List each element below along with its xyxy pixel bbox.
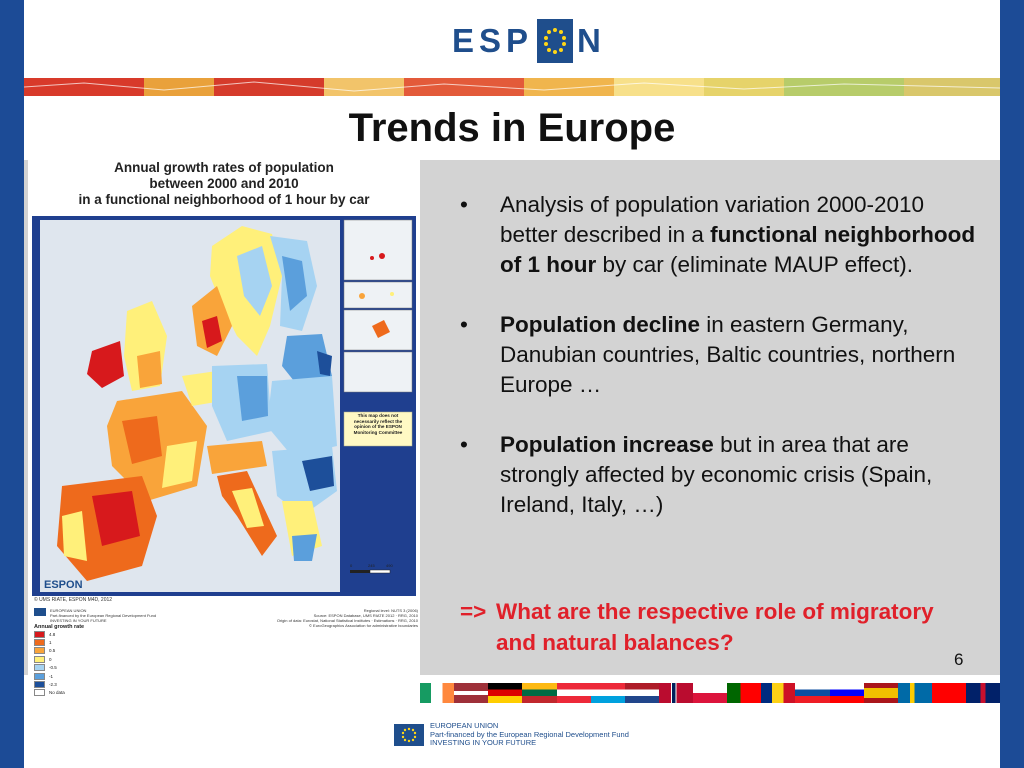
flag-austria-icon: [556, 683, 591, 703]
flag-poland-icon: [693, 683, 728, 703]
map-eu-note: EUROPEAN UNION Part-financed by the Euro…: [34, 608, 156, 623]
bullet-text-bold: Population decline: [500, 312, 701, 337]
map-title-line3: in a functional neighborhood of 1 hour b…: [78, 192, 370, 207]
map-eu-line1: EUROPEAN UNION: [50, 608, 87, 613]
flag-lithuania-icon: [522, 683, 557, 703]
legend-item: 1: [34, 638, 84, 647]
legend-swatch: [34, 664, 45, 672]
legend-item: -1: [34, 672, 84, 680]
legend-label: -1: [49, 673, 54, 679]
legend-swatch: [34, 672, 45, 680]
flag-switzerland-icon: [931, 683, 966, 703]
map-eu-line3: INVESTING IN YOUR FUTURE: [50, 618, 107, 623]
legend-swatch: [34, 630, 45, 638]
flag-strip: [420, 683, 1000, 703]
map-credit: © UMS RIATE, ESPON M4D, 2012: [34, 597, 113, 603]
legend-swatch: [34, 647, 45, 655]
slide: ESP N: [24, 0, 1000, 768]
bullet-item: • Analysis of population variation 2000-…: [460, 190, 980, 280]
legend-title: Annual growth rate: [34, 624, 85, 630]
europe-growth-map: This map does not necessarily reflect th…: [32, 216, 416, 596]
bullet-icon: •: [460, 192, 468, 217]
legend-label: 4.8: [49, 631, 56, 637]
map-source-line1: Regional level: NUTS 3 (2006): [363, 608, 418, 613]
legend-label: -2.3: [49, 682, 57, 688]
bullet-text-post: by car (eliminate MAUP effect).: [596, 252, 914, 277]
scale-label-1: 245: [368, 563, 375, 568]
bullet-text-bold: functional neighborhood of 1 hour: [500, 222, 976, 277]
legend-label: 1: [49, 640, 52, 646]
map-source: Regional level: NUTS 3 (2006) Source: ES…: [258, 608, 418, 628]
flag-latvia-icon: [454, 683, 489, 703]
flag-netherlands-icon: [624, 683, 659, 703]
logo-text-right: N: [577, 22, 606, 59]
map-title-line1: Annual growth rates of population: [114, 160, 334, 175]
bullet-item: • Population increase but in area that a…: [460, 430, 980, 520]
map-source-line4: © EuroGeographics Association for admini…: [308, 623, 418, 628]
flag-luxembourg-icon: [590, 683, 625, 703]
flag-norway-icon: [658, 683, 693, 703]
eu-flag-icon: [394, 723, 424, 746]
map-legend: Annual growth rate 4.8 1 0.5 0 -0.5 -1 -2.3 No …: [34, 624, 84, 697]
map-insets: [343, 219, 413, 393]
footer-line2: Part-financed by the European Regional D…: [430, 729, 629, 739]
legend-swatch: [34, 655, 45, 663]
flag-uk-icon: [966, 683, 1000, 703]
legend-label: 0: [49, 656, 52, 662]
legend-item: 0: [34, 655, 84, 663]
map-source-line3: Origin of data: Eurostat, National Stati…: [276, 618, 418, 623]
bullet-text-pre: Analysis of population variation 2000-20…: [500, 192, 925, 247]
logo-text-left: ESP: [452, 22, 534, 59]
bullet-list: • Analysis of population variation 2000-…: [460, 190, 980, 550]
page-number: 6: [954, 650, 964, 669]
slide-title: Trends in Europe: [348, 106, 676, 150]
legend-swatch: [34, 689, 45, 697]
legend-label: No data: [49, 690, 65, 696]
bullet-text-post: in eastern Germany, Danubian countries, …: [500, 312, 956, 397]
map-figure: Annual growth rates of population betwee…: [28, 160, 420, 697]
espon-logo: ESP N: [452, 19, 606, 63]
map-eu-line2: Part-financed by the European Regional D…: [50, 613, 157, 618]
eu-flag-icon: [34, 608, 46, 616]
bullet-icon: •: [460, 312, 468, 337]
legend-label: -0.5: [49, 665, 57, 671]
bullet-text-post: but in area that are strongly affected b…: [500, 432, 933, 517]
flag-slovakia-icon: [795, 683, 830, 703]
map-title: Annual growth rates of population betwee…: [28, 160, 420, 208]
bullet-icon: •: [460, 432, 468, 457]
decorative-map-strip: [24, 78, 1000, 96]
flag-portugal-icon: [727, 683, 762, 703]
legend-item: 0.5: [34, 647, 84, 655]
map-source-line2: Source: ESPON Database, UMS RIATE 2012 ·…: [313, 613, 418, 618]
legend-item: -0.5: [34, 664, 84, 672]
flag-spain-icon: [863, 683, 898, 703]
flag-sweden-icon: [897, 683, 932, 703]
flag-germany-icon: [488, 683, 523, 703]
bullet-item: • Population decline in eastern Germany,…: [460, 310, 980, 400]
logo-band: ESP N: [24, 15, 1000, 65]
legend-item: -2.3: [34, 680, 84, 689]
question-text: What are the respective role of migrator…: [496, 599, 934, 655]
eu-stars-icon: [537, 19, 574, 63]
legend-label: 0.5: [49, 648, 56, 654]
legend-swatch: [34, 639, 45, 647]
flag-ireland-icon: [420, 683, 455, 703]
map-title-line2: between 2000 and 2010: [149, 176, 299, 191]
footer-eu-note: EUROPEAN UNION Part-financed by the Euro…: [394, 721, 629, 748]
flag-romania-icon: [761, 683, 796, 703]
scale-label-0: 0: [350, 563, 353, 568]
legend-item: 4.8: [34, 630, 84, 638]
scale-label-2: 490: [386, 563, 393, 568]
flag-slovenia-icon: [829, 683, 864, 703]
map-disclaimer: This map does not necessarily reflect th…: [353, 413, 403, 435]
map-espon-logo: ESPON: [44, 579, 83, 591]
scale-bar: 0 245 490: [350, 563, 393, 574]
bullet-text-bold: Population increase: [500, 432, 714, 457]
footer-line3: INVESTING IN YOUR FUTURE: [430, 738, 537, 747]
arrow-marker: =>: [460, 599, 487, 624]
legend-swatch: [34, 681, 45, 689]
legend-item: No data: [34, 689, 84, 697]
research-question: => What are the respective role of migra…: [460, 596, 940, 658]
footer-line1: EUROPEAN UNION: [430, 721, 499, 730]
